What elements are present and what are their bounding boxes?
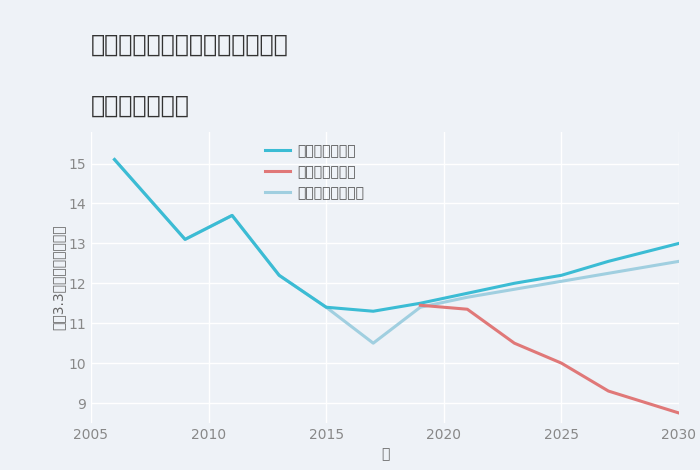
ノーマルシナリオ	[322, 305, 330, 310]
バッドシナリオ	[604, 388, 612, 394]
バッドシナリオ	[557, 360, 566, 366]
X-axis label: 年: 年	[381, 447, 389, 462]
バッドシナリオ	[416, 302, 424, 308]
グッドシナリオ	[322, 305, 330, 310]
バッドシナリオ	[510, 340, 519, 346]
ノーマルシナリオ	[369, 340, 377, 346]
Y-axis label: 平（3.3㎡）単価（万円）: 平（3.3㎡）単価（万円）	[52, 225, 66, 330]
ノーマルシナリオ	[675, 258, 683, 264]
ノーマルシナリオ	[557, 278, 566, 284]
ノーマルシナリオ	[604, 271, 612, 276]
グッドシナリオ	[510, 281, 519, 286]
Line: グッドシナリオ: グッドシナリオ	[115, 159, 679, 311]
グッドシナリオ	[369, 308, 377, 314]
Text: 三重県桑名市長島町長島中町の: 三重県桑名市長島町長島中町の	[91, 33, 288, 57]
グッドシナリオ	[557, 273, 566, 278]
バッドシナリオ	[675, 410, 683, 416]
ノーマルシナリオ	[275, 273, 284, 278]
ノーマルシナリオ	[181, 236, 189, 242]
グッドシナリオ	[416, 300, 424, 306]
Line: バッドシナリオ: バッドシナリオ	[420, 305, 679, 413]
グッドシナリオ	[275, 273, 284, 278]
ノーマルシナリオ	[228, 212, 237, 218]
ノーマルシナリオ	[463, 294, 472, 300]
Legend: グッドシナリオ, バッドシナリオ, ノーマルシナリオ: グッドシナリオ, バッドシナリオ, ノーマルシナリオ	[265, 144, 364, 200]
Text: 土地の価格推移: 土地の価格推移	[91, 94, 190, 118]
グッドシナリオ	[228, 212, 237, 218]
ノーマルシナリオ	[510, 286, 519, 292]
Line: ノーマルシナリオ: ノーマルシナリオ	[115, 159, 679, 343]
グッドシナリオ	[181, 236, 189, 242]
グッドシナリオ	[675, 241, 683, 246]
グッドシナリオ	[604, 258, 612, 264]
グッドシナリオ	[463, 290, 472, 296]
ノーマルシナリオ	[111, 157, 119, 162]
バッドシナリオ	[463, 306, 472, 312]
グッドシナリオ	[111, 157, 119, 162]
ノーマルシナリオ	[416, 305, 424, 310]
